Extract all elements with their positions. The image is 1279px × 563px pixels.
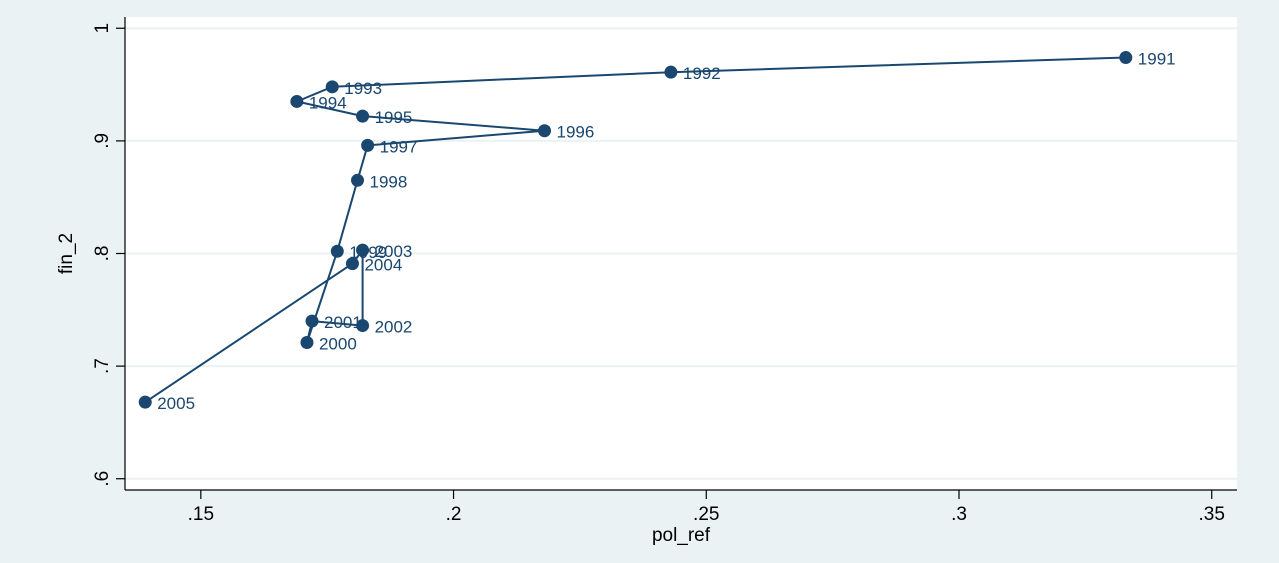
y-tick-label: .9 [92, 133, 113, 149]
data-point [356, 109, 370, 123]
data-point [351, 173, 365, 187]
point-label: 2005 [157, 394, 195, 413]
x-axis-title: pol_ref [652, 525, 711, 546]
data-point [345, 257, 359, 271]
y-tick-label: 1 [92, 23, 113, 34]
x-tick-label: .25 [693, 504, 719, 525]
point-label: 2001 [324, 313, 362, 332]
data-point [300, 335, 314, 349]
data-point [325, 80, 339, 94]
point-label: 1998 [370, 172, 408, 191]
x-axis-ticks: .15 .2 .25 .3 .35 [188, 490, 1225, 525]
data-point [361, 138, 375, 152]
point-label: 2003 [375, 242, 413, 261]
y-axis-ticks: .6 .7 .8 .9 1 [92, 23, 125, 487]
point-label: 1992 [683, 64, 721, 83]
point-label: 1999 [349, 243, 387, 262]
y-axis-title: fin_2 [56, 233, 77, 274]
point-label: 2000 [319, 334, 357, 353]
data-point [1119, 51, 1133, 65]
x-tick-label: .35 [1199, 504, 1225, 525]
y-tick-label: .6 [92, 471, 113, 487]
data-point [356, 243, 370, 257]
data-point [538, 124, 552, 138]
data-point [330, 244, 344, 258]
data-point [290, 94, 304, 108]
point-label: 1996 [557, 123, 595, 142]
data-point [305, 314, 319, 328]
x-tick-label: .3 [951, 504, 967, 525]
x-tick-label: .15 [188, 504, 214, 525]
point-label: 1997 [380, 137, 418, 156]
y-tick-label: .7 [92, 358, 113, 374]
data-point [664, 65, 678, 79]
point-label: 1993 [344, 79, 382, 98]
x-tick-label: .2 [446, 504, 462, 525]
grid-lines [125, 27, 1237, 480]
point-label: 1994 [309, 93, 347, 112]
data-points [138, 51, 1133, 409]
data-point [356, 319, 370, 333]
point-label: 2002 [375, 318, 413, 337]
point-label: 1995 [375, 108, 413, 127]
point-label: 1991 [1138, 50, 1176, 69]
point-label: 2004 [364, 256, 402, 275]
data-point [138, 395, 152, 409]
y-tick-label: .8 [92, 246, 113, 262]
